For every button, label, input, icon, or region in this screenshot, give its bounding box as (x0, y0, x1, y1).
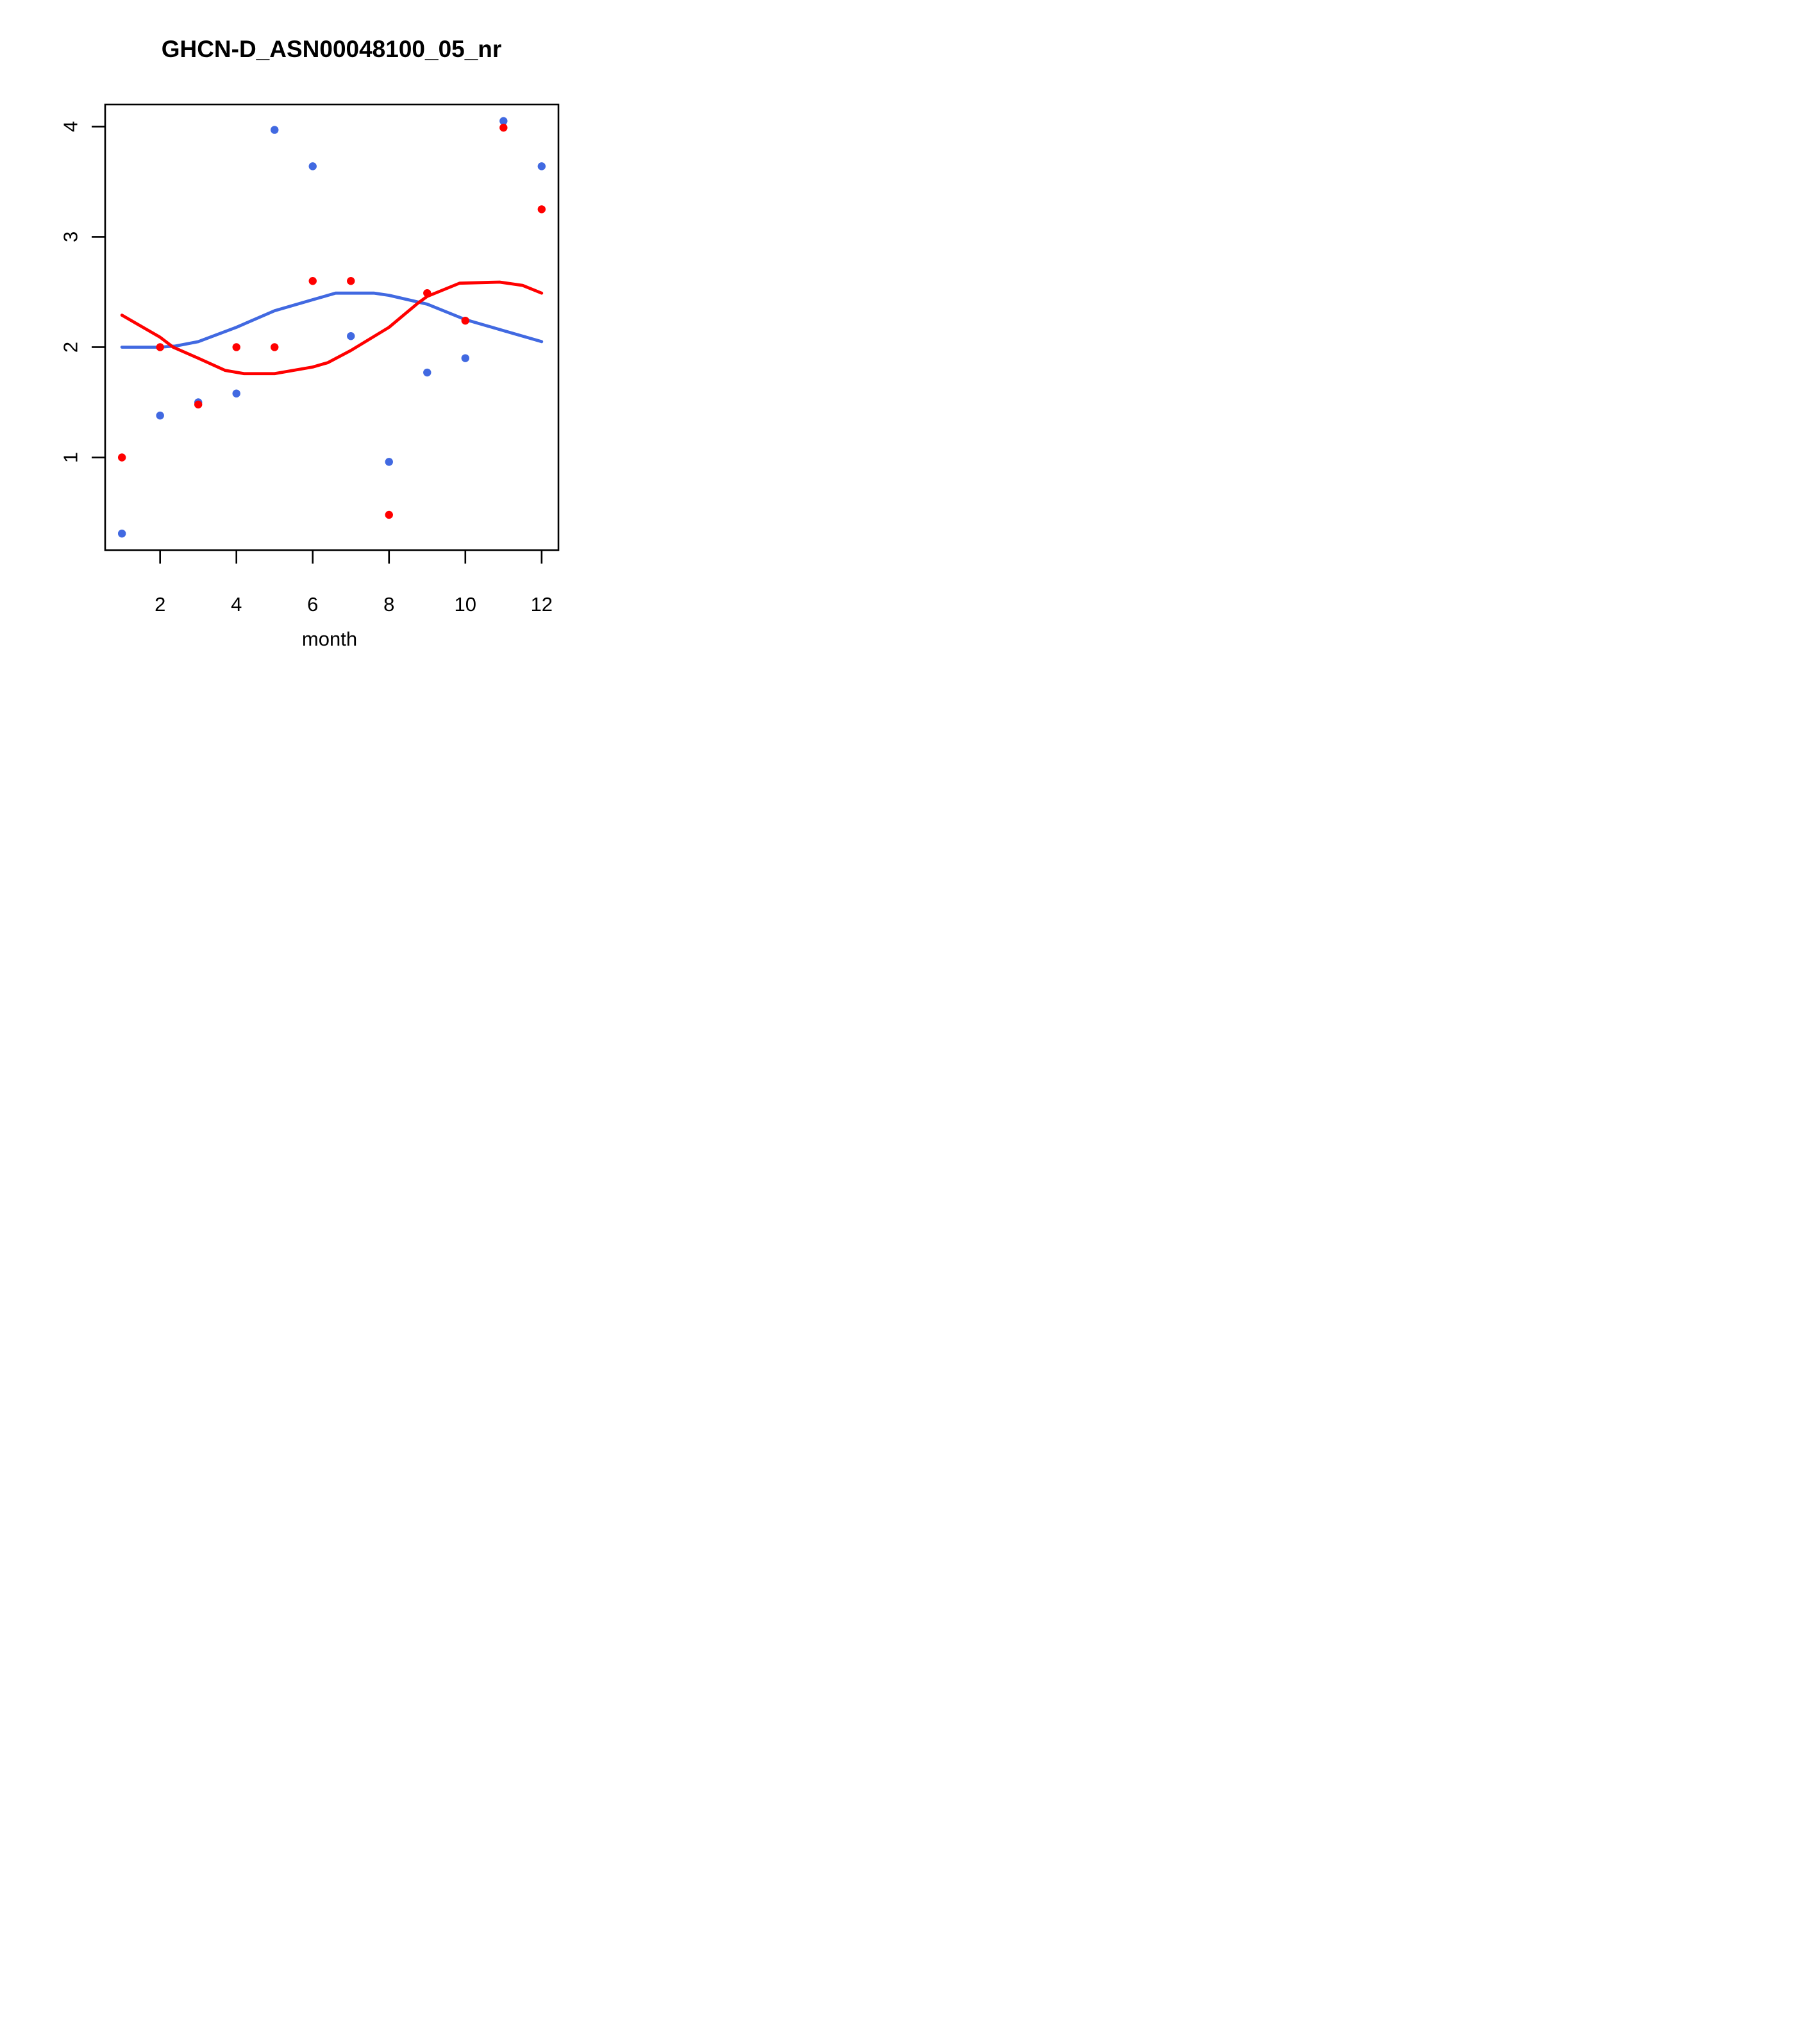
red-loess-curve (120, 280, 544, 376)
red-monthly-points-dot (271, 343, 279, 351)
blue-monthly-points-dot (232, 389, 240, 398)
blue-monthly-points-dot (117, 529, 126, 538)
x-tick-label: 2 (155, 593, 165, 616)
red-monthly-points-dot (232, 343, 240, 351)
x-axis-label: month (301, 628, 358, 650)
blue-monthly-points-dot (423, 368, 431, 377)
x-tick-label: 4 (231, 593, 242, 616)
x-tick-label: 8 (383, 593, 394, 616)
blue-monthly-points-dot (499, 117, 508, 126)
red-monthly-points-dot (423, 289, 431, 297)
red-monthly-points-dot (499, 123, 508, 132)
x-tick-label: 12 (531, 593, 553, 616)
blue-monthly-points-dot (537, 162, 546, 171)
red-monthly-points-dot (194, 400, 203, 409)
x-tick-label: 10 (455, 593, 476, 616)
blue-loess-curve (120, 291, 544, 349)
red-monthly-points-dot (347, 277, 355, 285)
figure: GHCN-D_ASN00048100_05_nr 2 4 6 8 10 12 1 2 3 4 mo… (0, 0, 606, 682)
chart-title: GHCN-D_ASN00048100_05_nr (161, 36, 502, 62)
red-monthly-points-dot (537, 205, 546, 214)
x-tick-label: 6 (307, 593, 318, 616)
red-monthly-points-dot (385, 510, 393, 519)
blue-monthly-points-dot (308, 162, 317, 171)
y-tick-label: 2 (60, 342, 82, 353)
y-tick-label: 4 (60, 121, 82, 132)
blue-monthly-points-dot (347, 332, 355, 340)
y-tick-label: 1 (60, 452, 82, 463)
red-monthly-points-dot (156, 343, 164, 351)
blue-monthly-points-dot (461, 354, 469, 362)
plot-box (104, 103, 560, 551)
blue-monthly-points-dot (156, 411, 164, 420)
red-monthly-points-dot (308, 277, 317, 285)
red-monthly-points-dot (461, 316, 469, 325)
red-monthly-points-dot (117, 453, 126, 462)
y-tick-label: 3 (60, 231, 82, 242)
blue-monthly-points-dot (271, 126, 279, 134)
blue-monthly-points-dot (385, 458, 393, 466)
